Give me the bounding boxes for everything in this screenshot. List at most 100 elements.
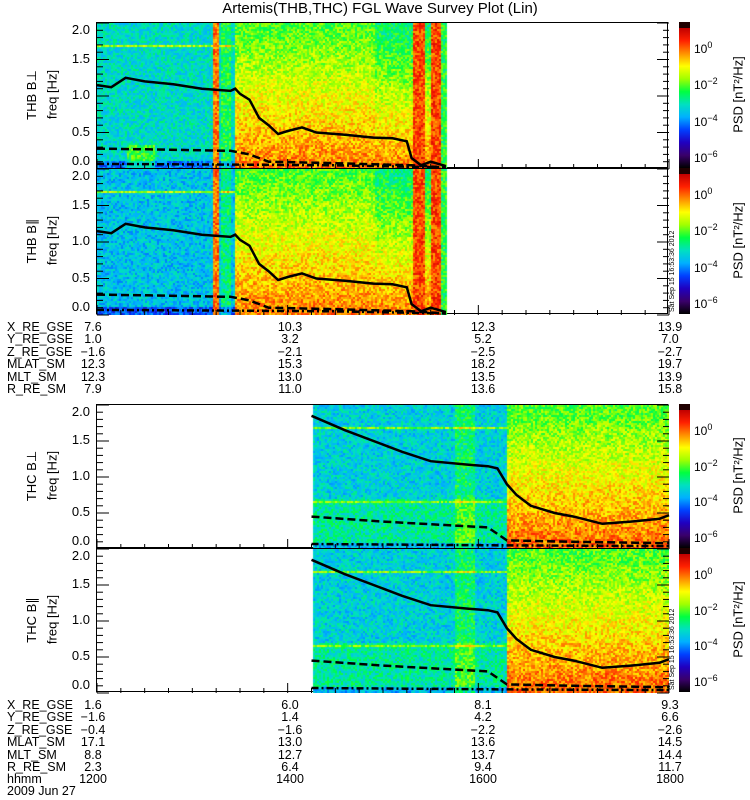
ephemeris-value: 9.3 <box>661 698 679 712</box>
y-tick-label: 0.5 <box>71 123 90 139</box>
ephemeris-value: −1.6 <box>80 710 106 725</box>
colorbar-tick-label: 100 <box>694 566 713 583</box>
ephemeris-value: 13.9 <box>657 369 683 384</box>
ephemeris-value: 13.0 <box>277 369 303 384</box>
timestamp: Sat Sep 15 16:53:36 2012 <box>669 230 676 312</box>
colorbar <box>679 168 690 314</box>
colorbar-tick-label: 10−4 <box>694 637 718 654</box>
y-axis-label: freq [Hz] <box>44 215 60 266</box>
date-label: 2009 Jun 27 <box>7 784 76 798</box>
ephemeris-column: 6.0 1.4 −1.6 13.0 12.7 6.4 1400 <box>265 699 315 786</box>
ephemeris-value: 4.2 <box>474 710 492 725</box>
dashed-line <box>96 293 446 315</box>
ephemeris-value: 12.7 <box>277 747 303 762</box>
ephemeris-value: 12.3 <box>80 369 106 384</box>
ephemeris-value: 3.2 <box>281 332 299 347</box>
spectrogram-panel <box>96 22 670 170</box>
solid-line <box>311 414 670 526</box>
ephemeris-value: −1.6 <box>277 722 303 737</box>
y-tick-label: 0.0 <box>71 533 90 548</box>
ephemeris-column: 1.6 −1.6 −0.4 17.1 8.8 2.3 1200 <box>68 699 118 786</box>
dashed-line <box>96 147 446 169</box>
timestamp: Sat Sep 15 16:53:36 2012 <box>669 608 676 690</box>
ephemeris-value: 15.8 <box>657 382 683 397</box>
colorbar-tick-label: 10−4 <box>694 493 718 510</box>
ephemeris-value: 1.6 <box>84 698 102 712</box>
ephemeris-column: 8.1 4.2 −2.2 13.6 13.7 9.4 1600 <box>458 699 508 786</box>
ephemeris-label: X_RE_GSE <box>7 698 74 712</box>
ephemeris-value: 7.6 <box>84 320 102 334</box>
dashed-line <box>311 515 670 545</box>
ephemeris-column: 10.3 3.2 −2.1 15.3 13.0 11.0 <box>265 320 315 396</box>
plot-title: Artemis(THB,THC) FGL Wave Survey Plot (L… <box>222 0 538 17</box>
colorbar-label: PSD [nT²/Hz] <box>730 56 746 133</box>
ephemeris-value: 14.5 <box>657 735 683 750</box>
dashdot-line <box>311 686 670 692</box>
y-axis-label: freq [Hz] <box>44 450 60 501</box>
solid-line <box>311 558 670 670</box>
ephemeris-label: Z_RE_GSE <box>7 344 73 359</box>
ephemeris-value: 1200 <box>79 772 107 787</box>
ephemeris-value: 1.4 <box>281 710 299 725</box>
spectrogram-heatmap <box>97 549 669 693</box>
ephemeris-value: 17.1 <box>80 735 106 750</box>
colorbar-tick-label: 10−2 <box>694 457 718 474</box>
ephemeris-value: −2.7 <box>657 344 683 359</box>
ephemeris-value: −2.5 <box>470 344 496 359</box>
ephemeris-value: −2.1 <box>277 344 303 359</box>
y-tick-label: 1.5 <box>71 576 90 591</box>
ephemeris-value: −0.4 <box>80 722 106 737</box>
panel-label: THB B⊥ <box>24 70 39 120</box>
ephemeris-value: 13.6 <box>470 735 496 750</box>
ephemeris-value: 6.6 <box>661 710 679 725</box>
solid-line <box>96 222 447 314</box>
ephemeris-label: Y_RE_GSE <box>7 710 74 725</box>
panel-label: THC B⊥ <box>24 450 39 502</box>
ephemeris-value: 13.7 <box>470 747 496 762</box>
colorbar-label: PSD [nT²/Hz] <box>730 202 746 279</box>
colorbar-tick-label: 10−2 <box>694 601 718 618</box>
colorbar-tick-label: 10−6 <box>694 148 718 165</box>
ephemeris-thb: X_RE_GSE Y_RE_GSE Z_RE_GSE MLAT_SM MLT_SM R_R… <box>0 321 750 401</box>
y-tick-label: 2.0 <box>71 22 90 37</box>
y-tick-label: 0.0 <box>71 299 90 314</box>
ephemeris-value: 1800 <box>656 772 684 787</box>
ephemeris-label: hhmm <box>7 772 42 787</box>
y-tick-label: 1.0 <box>71 468 90 483</box>
y-axis-label: freq [Hz] <box>44 594 60 645</box>
ephemeris-value: 2.3 <box>84 760 102 775</box>
dashed-line <box>311 659 670 689</box>
y-tick-label: 0.0 <box>71 677 90 692</box>
ephemeris-label: MLAT_SM <box>7 735 66 750</box>
ephemeris-value: −1.6 <box>80 344 106 359</box>
ephemeris-value: 11.7 <box>658 760 682 775</box>
ephemeris-value: 10.3 <box>277 320 303 334</box>
ephemeris-value: 15.3 <box>277 357 303 372</box>
y-tick-label: 1.5 <box>71 50 90 66</box>
ephemeris-column: 12.3 5.2 −2.5 18.2 13.5 13.6 <box>458 321 508 397</box>
colorbar-tick-label: 10−2 <box>694 222 718 239</box>
colorbar-tick-label: 100 <box>694 40 713 57</box>
ephemeris-label: MLT_SM <box>7 369 57 384</box>
colorbar-tick-label: 100 <box>694 186 713 203</box>
ephemeris-value: 8.1 <box>474 698 492 712</box>
y-tick-label: 1.5 <box>71 196 90 212</box>
ephemeris-value: 6.0 <box>281 698 299 712</box>
colorbar-tick-label: 100 <box>694 422 713 439</box>
dashdot-line <box>96 162 446 169</box>
ephemeris-value: 13.0 <box>277 735 303 750</box>
colorbar-tick-label: 10−4 <box>694 112 718 129</box>
colorbar-tick-label: 10−4 <box>694 258 718 275</box>
ephemeris-labels: X_RE_GSE Y_RE_GSE Z_RE_GSE MLAT_SM MLT_SM R_R… <box>7 321 73 396</box>
colorbar-tick-label: 10−6 <box>694 294 718 311</box>
ephemeris-labels: X_RE_GSE Y_RE_GSE Z_RE_GSE MLAT_SM MLT_SM R_R… <box>7 699 73 786</box>
colorbar-tick-label: 10−6 <box>694 528 718 545</box>
ephemeris-value: 13.9 <box>657 320 683 334</box>
y-tick-label: 0.5 <box>71 504 90 519</box>
spectrogram-heatmap <box>97 23 669 169</box>
ephemeris-value: 13.6 <box>470 382 496 397</box>
ephemeris-value: 5.2 <box>474 332 492 347</box>
ephemeris-label: Z_RE_GSE <box>7 722 73 737</box>
colorbar <box>679 404 690 548</box>
ephemeris-value: 13.5 <box>470 369 496 384</box>
